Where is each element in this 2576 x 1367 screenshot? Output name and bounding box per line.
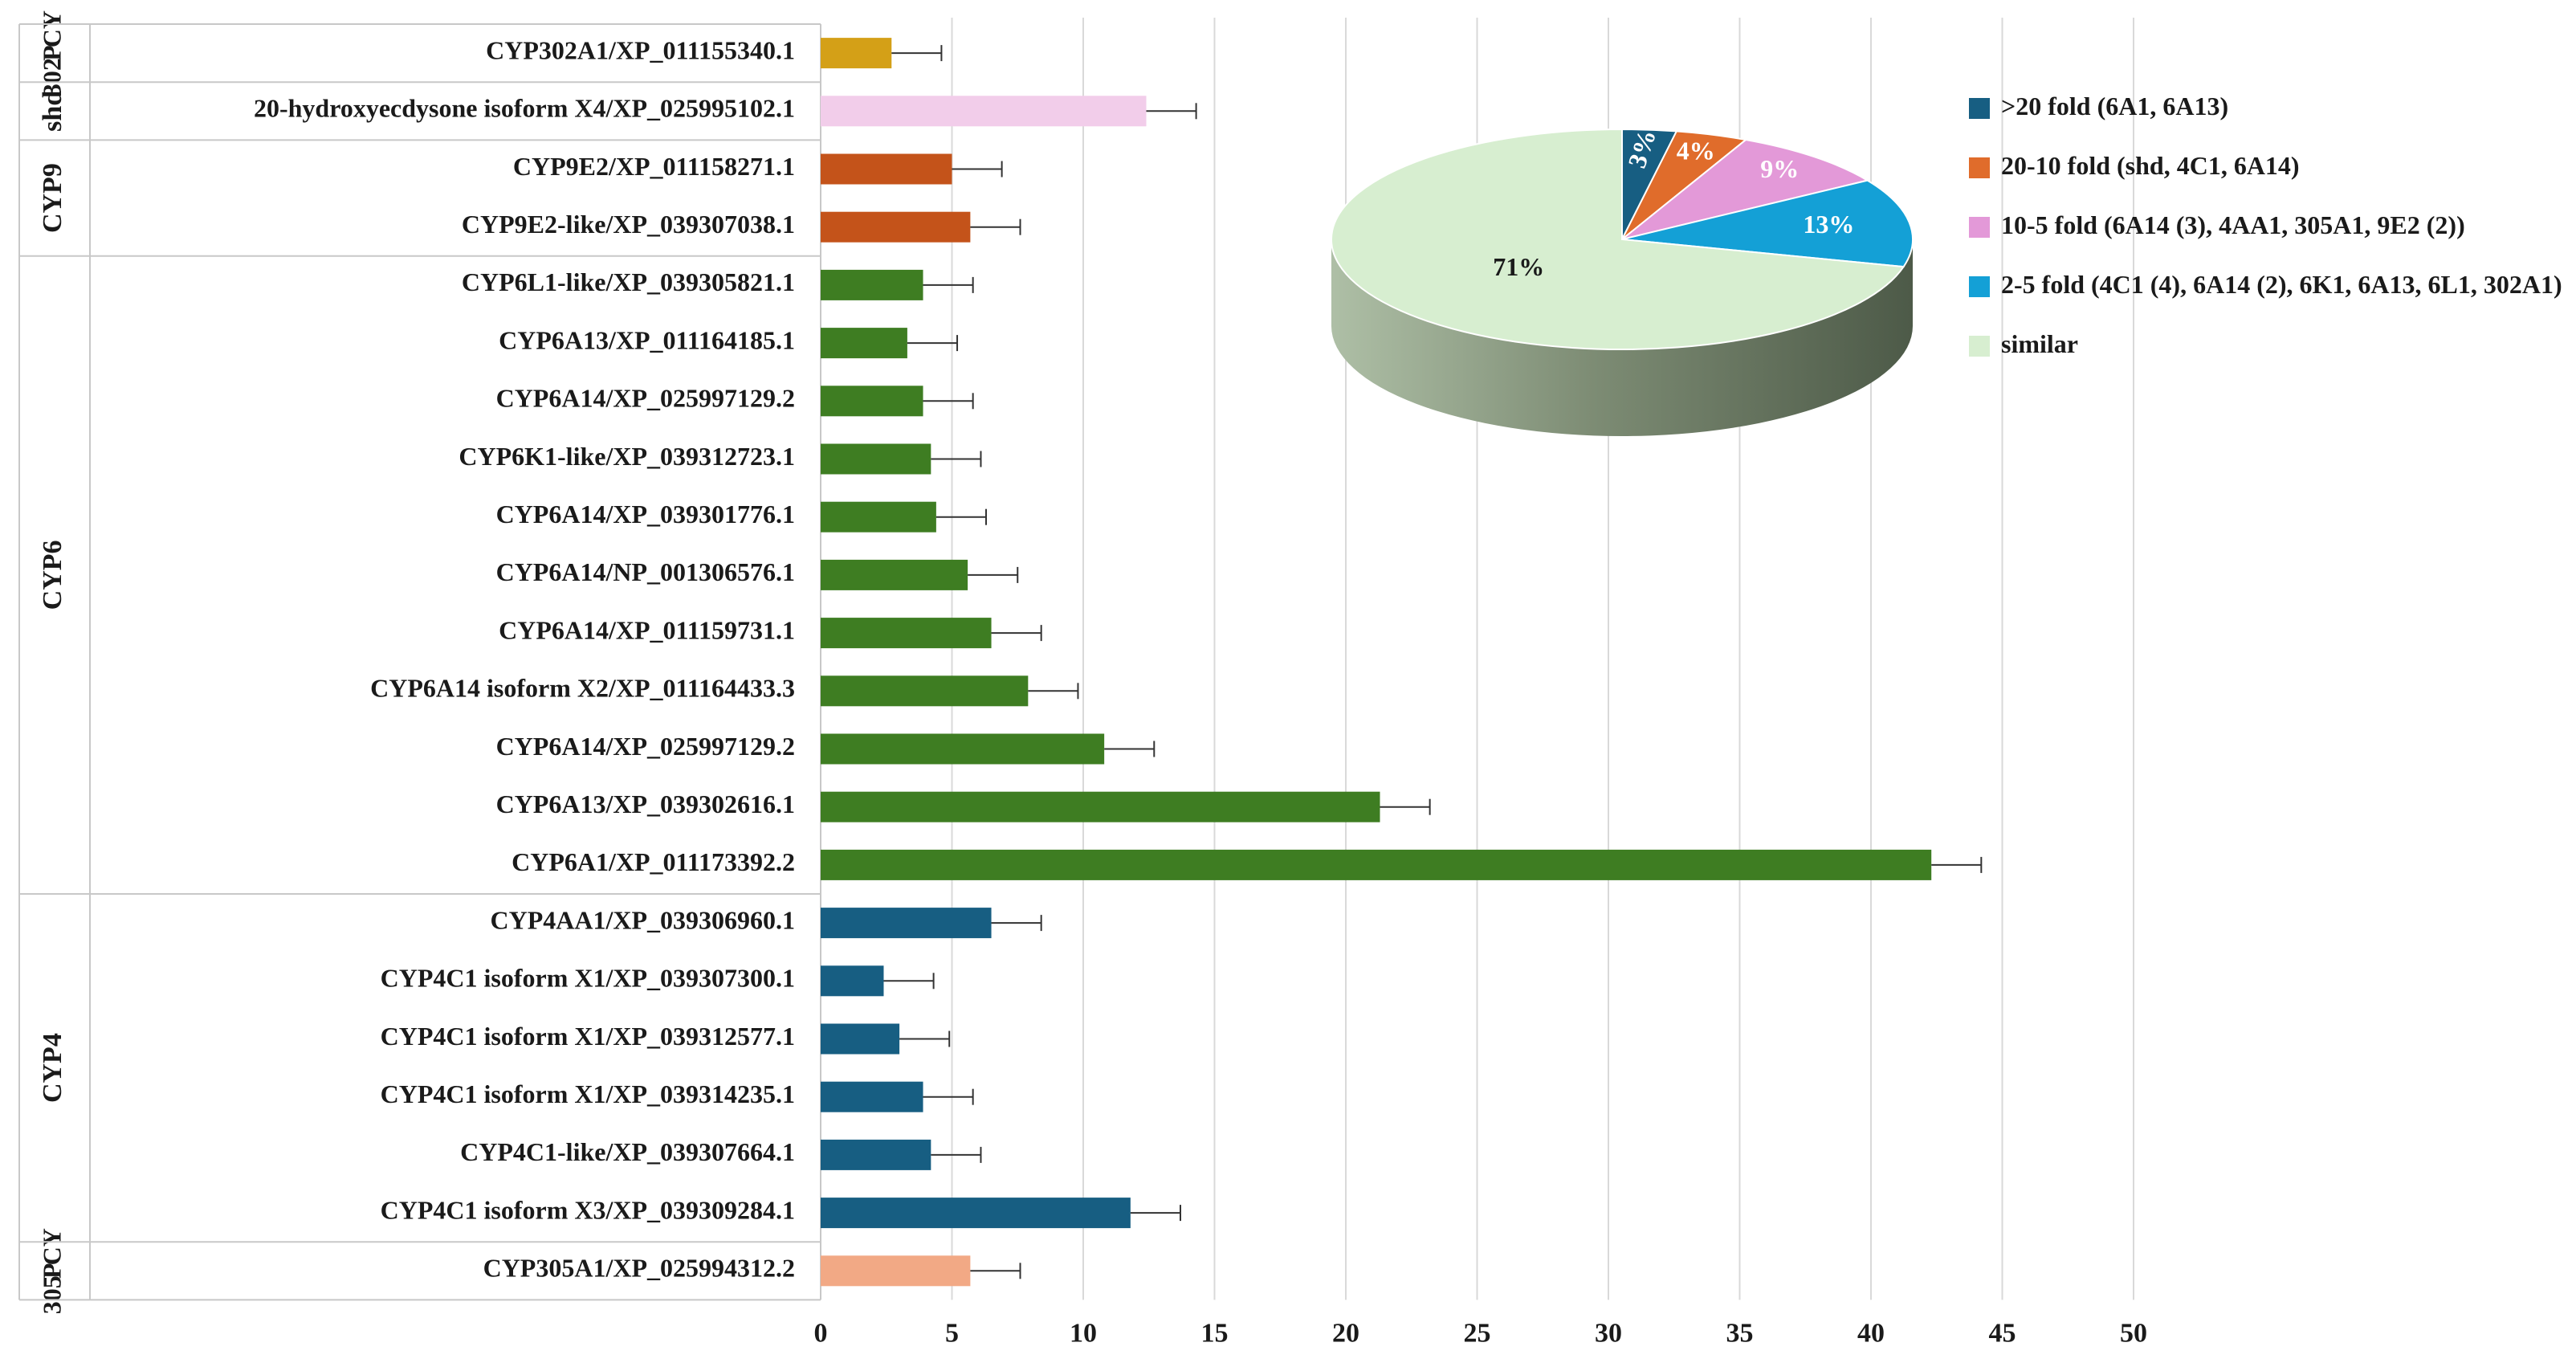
x-tick-label: 5 xyxy=(945,1318,959,1348)
pie-slice-label: 9% xyxy=(1760,154,1799,183)
bar xyxy=(821,908,992,939)
bar xyxy=(821,965,884,997)
legend-swatch xyxy=(1969,217,1990,238)
x-tick-label: 25 xyxy=(1464,1318,1491,1348)
bar xyxy=(821,211,971,243)
group-label: CY xyxy=(37,10,66,47)
group-label: P xyxy=(37,1263,66,1279)
bar xyxy=(821,501,936,533)
category-label: CYP6A14/XP_025997129.2 xyxy=(496,732,795,761)
x-tick-label: 30 xyxy=(1595,1318,1622,1348)
category-label: CYP6A14/NP_001306576.1 xyxy=(496,557,795,586)
category-label: CYP6A13/XP_011164185.1 xyxy=(499,325,795,354)
pie-side xyxy=(1331,239,1913,436)
legend-detail: (6A14 (3), 4AA1, 305A1, 9E2 (2)) xyxy=(2104,210,2465,239)
legend-label: 10-5 fold xyxy=(2001,210,2097,239)
x-tick-label: 40 xyxy=(1857,1318,1885,1348)
category-label: CYP4C1 isoform X1/XP_039307300.1 xyxy=(381,964,795,993)
bar xyxy=(821,386,923,417)
legend-item: similar xyxy=(1969,328,2563,360)
category-label: CYP6A14/XP_039301776.1 xyxy=(496,500,795,528)
bar xyxy=(821,1198,1131,1229)
bar-series xyxy=(821,38,1983,1287)
pie-slice xyxy=(1621,138,1870,240)
legend-detail: (shd, 4C1, 6A14) xyxy=(2117,151,2300,180)
legend-label: >20 fold xyxy=(2001,92,2091,120)
bar xyxy=(821,153,952,185)
category-label: CYP6A14/XP_025997129.2 xyxy=(496,384,795,413)
category-label: CYP4C1 isoform X3/XP_039309284.1 xyxy=(381,1195,795,1224)
legend-detail: (4C1 (4), 6A14 (2), 6K1, 6A13, 6L1, 302A… xyxy=(2091,270,2562,299)
category-label: CYP6A13/XP_039302616.1 xyxy=(496,790,795,818)
pie-slice-label: 4% xyxy=(1677,137,1715,165)
group-label: CYP4 xyxy=(38,1033,67,1103)
group-label: CYP9 xyxy=(38,163,67,233)
legend-detail: (6A1, 6A13) xyxy=(2097,92,2229,120)
legend-label: 2-5 fold xyxy=(2001,270,2085,299)
x-tick-label: 20 xyxy=(1332,1318,1359,1348)
legend-item: >20 fold (6A1, 6A13) xyxy=(1969,90,2563,122)
bar xyxy=(821,559,968,590)
group-label: shd xyxy=(38,91,67,132)
x-tick-label: 0 xyxy=(814,1318,828,1348)
category-label: CYP6A14 isoform X2/XP_011164433.3 xyxy=(370,674,795,703)
group-label: CYP6 xyxy=(38,540,67,610)
x-tick-label: 50 xyxy=(2120,1318,2147,1348)
category-label: CYP4C1-like/XP_039307664.1 xyxy=(460,1137,795,1166)
bar xyxy=(821,1023,900,1055)
bar xyxy=(821,443,931,475)
bar xyxy=(821,1139,931,1170)
group-label: P xyxy=(37,45,66,61)
legend-swatch xyxy=(1969,276,1990,297)
legend-swatch xyxy=(1969,98,1990,119)
category-label: CYP305A1/XP_025994312.2 xyxy=(483,1254,795,1283)
category-label: CYP4C1 isoform X1/XP_039314235.1 xyxy=(381,1079,795,1108)
category-label: CYP6A1/XP_011173392.2 xyxy=(512,847,795,876)
legend-swatch xyxy=(1969,157,1990,178)
category-label: CYP9E2-like/XP_039307038.1 xyxy=(462,210,795,239)
category-label: CYP302A1/XP_011155340.1 xyxy=(486,35,795,64)
category-label: CYP4C1 isoform X1/XP_039312577.1 xyxy=(381,1022,795,1051)
category-label: CYP6A14/XP_011159731.1 xyxy=(499,615,795,644)
legend-item: 10-5 fold (6A14 (3), 4AA1, 305A1, 9E2 (2… xyxy=(1969,209,2563,241)
bar xyxy=(821,269,923,300)
pie-legend: >20 fold (6A1, 6A13) 20-10 fold (shd, 4C… xyxy=(1969,90,2563,387)
x-tick-label: 35 xyxy=(1726,1318,1754,1348)
bar xyxy=(821,675,1029,707)
pie-slice-label: 71% xyxy=(1493,252,1544,281)
legend-swatch xyxy=(1969,336,1990,357)
bar xyxy=(821,1081,923,1112)
category-label: CYP9E2/XP_011158271.1 xyxy=(513,152,795,181)
bar xyxy=(821,849,1932,880)
pie-slice xyxy=(1621,179,1914,268)
category-label: 20-hydroxyecdysone isoform X4/XP_0259951… xyxy=(254,94,795,123)
category-label: CYP6K1-like/XP_039312723.1 xyxy=(459,442,795,471)
legend-label: 20-10 fold xyxy=(2001,151,2110,180)
legend-item: 2-5 fold (4C1 (4), 6A14 (2), 6K1, 6A13, … xyxy=(1969,268,2563,300)
x-tick-label: 45 xyxy=(1989,1318,2016,1348)
group-label: 302 xyxy=(37,58,66,96)
pie-slice-label: 13% xyxy=(1803,210,1854,239)
category-label: CYP4AA1/XP_039306960.1 xyxy=(490,905,795,934)
bar xyxy=(821,618,992,649)
legend-item: 20-10 fold (shd, 4C1, 6A14) xyxy=(1969,149,2563,182)
group-label: 305 xyxy=(37,1275,66,1314)
legend-label: similar xyxy=(2001,329,2078,358)
bar xyxy=(821,328,907,359)
pie-chart: 3% 4%9%13%71% xyxy=(1331,126,1914,436)
x-axis: 0 5 10 15 20 25 30 35 40 45 50 xyxy=(814,1318,2148,1348)
bar xyxy=(821,791,1380,822)
pie-slice xyxy=(1331,128,1906,350)
bar xyxy=(821,96,1147,127)
x-tick-label: 10 xyxy=(1070,1318,1097,1348)
category-label: CYP6L1-like/XP_039305821.1 xyxy=(462,267,795,296)
bar xyxy=(821,733,1105,765)
x-tick-label: 15 xyxy=(1201,1318,1229,1348)
group-label: CY xyxy=(37,1228,66,1265)
bar xyxy=(821,38,892,69)
bar xyxy=(821,1255,971,1287)
